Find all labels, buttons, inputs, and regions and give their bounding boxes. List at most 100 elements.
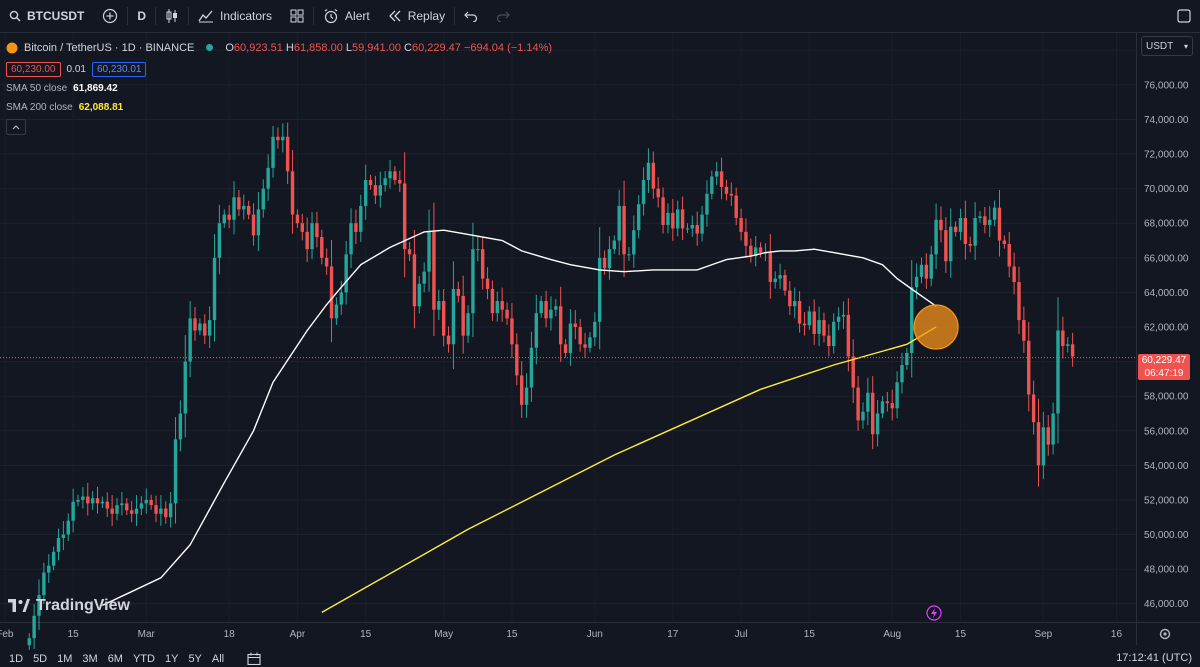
candle-body [320,237,324,258]
time-tick-label: 15 [804,629,816,640]
buy-price-button[interactable]: 60,230.01 [91,62,147,77]
interval-label: D [137,9,146,23]
chevron-up-icon [12,124,20,129]
templates-button[interactable] [281,0,313,32]
candle-body [519,375,524,405]
candle-body [373,185,378,196]
redo-button[interactable] [487,0,519,32]
legend-title[interactable]: Bitcoin / TetherUS · 1D · BINANCE [24,41,195,54]
fullscreen-button[interactable] [1168,0,1200,32]
candle-body [212,257,217,321]
candle-body [1022,320,1026,341]
candle-body [359,205,363,232]
undo-button[interactable] [455,0,487,32]
candle-body [105,501,109,509]
candle-body [276,136,280,141]
toolbar-divider [313,7,315,25]
compare-button[interactable] [93,0,127,32]
flash-icon[interactable] [926,605,942,621]
candle-body [95,498,100,504]
time-tick-label: May [434,629,453,640]
candle-body [505,309,509,319]
candle-body [968,243,972,246]
timeframe-1d[interactable]: 1D [9,652,24,665]
candle-body [992,207,997,220]
price-tick-label: 58,000.00 [1144,392,1189,403]
candle-body [534,313,539,348]
utc-clock[interactable]: 17:12:41 (UTC) [1116,652,1192,664]
candle-body [622,205,626,255]
timeframe-5y[interactable]: 5Y [188,652,202,665]
candle-body [934,219,938,255]
time-tick-label: Feb [0,629,14,640]
candle-body [456,288,461,296]
timeframe-all[interactable]: All [211,652,225,665]
price-tick-label: 72,000.00 [1144,150,1189,161]
candle-body [749,245,753,257]
replay-button[interactable]: Replay [379,0,454,32]
candle-body [617,205,621,241]
timeframe-5d[interactable]: 5D [33,652,48,665]
tradingview-icon [8,599,30,612]
candle-body [363,180,368,206]
sell-price-button[interactable]: 60,230.00 [6,62,61,77]
timeframe-ytd[interactable]: YTD [132,652,155,665]
price-tick-label: 50,000.00 [1144,530,1189,541]
sma50-row[interactable]: SMA 50 close 61,869.42 [6,79,552,98]
candle-body [207,320,212,336]
candle-body [885,401,890,404]
collapse-legend-button[interactable] [6,118,26,135]
tradingview-logo[interactable]: TradingView [8,597,130,615]
alert-button[interactable]: Alert [314,0,379,32]
candle-body [1036,422,1041,466]
candle-body [905,352,909,366]
price-tick-label: 62,000.00 [1144,323,1189,334]
currency-selector[interactable]: USDT ▾ [1141,36,1193,56]
candle-body [417,283,422,307]
price-tick-label: 64,000.00 [1144,288,1189,299]
interval-button[interactable]: D [128,0,155,32]
grid-lines [0,33,1200,645]
logo-text: TradingView [36,597,130,614]
candle-body [900,365,904,383]
candle-body [32,615,36,639]
time-tick-label: Apr [290,629,306,640]
time-tick-label: Aug [883,629,901,640]
candle-body [315,223,319,238]
candle-body [476,249,480,251]
timeframe-6m[interactable]: 6M [107,652,123,665]
sma200-row[interactable]: SMA 200 close 62,088.81 [6,98,552,117]
candle-body [480,249,485,279]
candle-body [685,228,690,230]
indicators-button[interactable]: Indicators [189,0,281,32]
candle-body [953,226,958,232]
candle-body [100,501,105,504]
symbol-search[interactable]: BTCUSDT [0,0,93,32]
timeframe-1y[interactable]: 1Y [164,652,179,665]
price-axis: 46,000.00 48,000.00 50,000.00 52,000.00 54,0… [1144,46,1189,610]
candle-body [924,264,929,279]
settings-gear-icon[interactable] [1159,628,1171,640]
calendar-icon[interactable] [247,652,261,665]
candle-body [500,301,504,310]
chart-type-button[interactable] [156,0,188,32]
candle-body [783,275,787,291]
timeframe-3m[interactable]: 3M [82,652,98,665]
sma200-value: 62,088.81 [78,102,124,113]
candle-body [612,240,617,250]
candle-body [563,344,568,353]
candle-body [544,301,548,319]
candle-body [734,195,738,219]
candle-body [973,218,977,246]
indicators-label: Indicators [220,9,273,23]
candle-body [607,249,612,269]
candle-body [597,257,602,322]
candle-body [529,347,534,388]
timeframe-1m[interactable]: 1M [57,652,73,665]
candles-icon [165,8,179,24]
candle-body [398,180,402,184]
chart-legend: Bitcoin / TetherUS · 1D · BINANCE O60,92… [6,38,552,136]
candle-body [1061,330,1065,347]
candle-body [159,508,163,514]
